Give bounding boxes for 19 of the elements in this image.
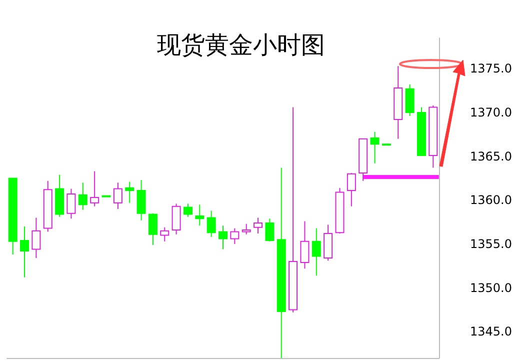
candlestick: [55, 174, 64, 218]
candlestick: [195, 204, 204, 226]
candlestick: [43, 180, 52, 232]
chart-title: 现货黄金小时图: [157, 31, 325, 59]
y-tick-label: 1345.0: [470, 324, 512, 339]
candlestick: [218, 225, 228, 250]
candlestick: [394, 66, 403, 140]
candlestick: [276, 167, 286, 358]
y-tick-label: 1365.0: [470, 149, 512, 164]
y-tick-label: 1360.0: [470, 193, 512, 208]
y-tick-label: 1355.0: [470, 237, 512, 252]
candlestick: [78, 182, 88, 210]
candlestick: [32, 217, 41, 259]
y-tick-label: 1375.0: [470, 62, 512, 76]
y-tick-label: 1350.0: [470, 280, 512, 295]
candlestick: [136, 180, 146, 221]
candlestick: [312, 228, 321, 276]
candlestick: [20, 226, 30, 278]
y-tick-label: 1370.0: [470, 106, 512, 120]
